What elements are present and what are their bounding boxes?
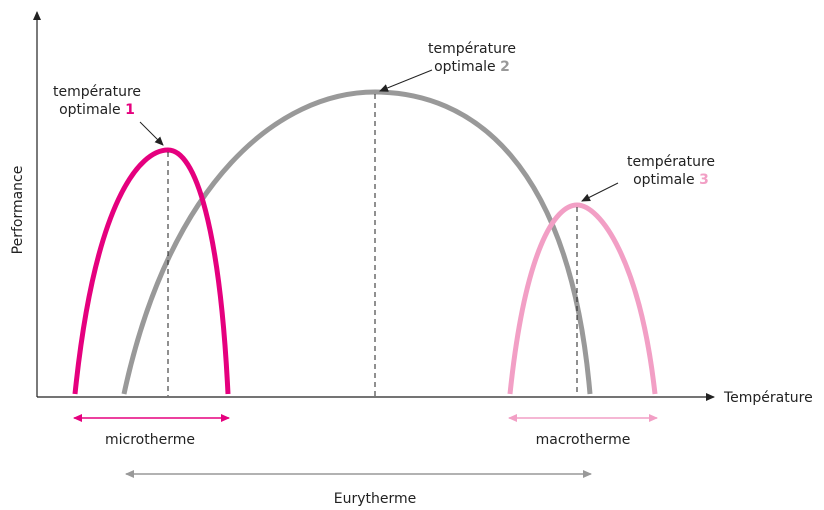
optimum-label: température optimale 1 xyxy=(53,84,141,118)
curve-3 xyxy=(507,202,658,395)
curve-2 xyxy=(121,89,593,395)
y-axis-label: Performance xyxy=(10,166,26,255)
optimum-label: température optimale 2 xyxy=(428,41,516,75)
label-part: 3 xyxy=(699,172,709,188)
label-part: 2 xyxy=(500,59,510,75)
pointer xyxy=(379,69,433,92)
pointer xyxy=(139,121,164,146)
label-part: optimale xyxy=(59,102,121,118)
optimum-label: température optimale 3 xyxy=(627,154,715,188)
x-axis-label: Température xyxy=(723,390,813,406)
range-label: Eurytherme xyxy=(334,491,417,507)
range-label: microtherme xyxy=(105,432,195,448)
label-part: 1 xyxy=(125,102,135,118)
curve-1 xyxy=(72,147,231,395)
label-part: optimale xyxy=(633,172,695,188)
label-part: température xyxy=(627,154,715,170)
range-label: macrotherme xyxy=(536,432,631,448)
label-part: température xyxy=(53,84,141,100)
label-part: température xyxy=(428,41,516,57)
label-part: optimale xyxy=(434,59,496,75)
pointer xyxy=(581,182,619,202)
